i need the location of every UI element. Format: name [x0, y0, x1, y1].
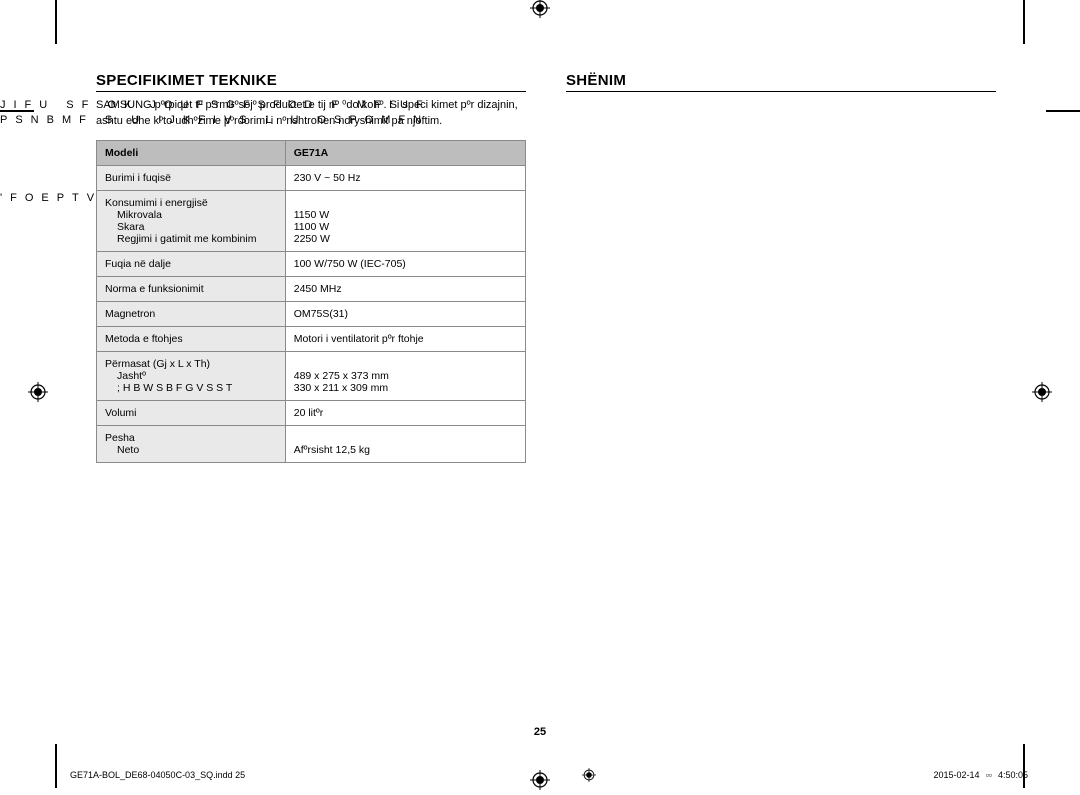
table-row: MagnetronOM75S(31) [97, 301, 526, 326]
table-row: Përmasat (Gj x L x Th)Jashtº; H B W S B … [97, 351, 526, 400]
footer-file-name: GE71A-BOL_DE68-04050C-03_SQ.indd 25 [70, 770, 245, 780]
registration-mark-icon [582, 768, 596, 782]
spec-value-cell: 20 litºr [285, 400, 525, 425]
intro-paragraph: SAMSUNG pºrpiqet tº pºrmirºsojº produkte… [96, 98, 526, 130]
registration-mark-icon [530, 0, 550, 18]
footer-time-prefix: ▫▫ [986, 770, 992, 780]
registration-mark-icon [1032, 382, 1052, 402]
table-header-value: GE71A [285, 140, 525, 165]
spec-name-cell: Magnetron [97, 301, 286, 326]
spec-name-cell: Burimi i fuqisë [97, 165, 286, 190]
table-row: Norma e funksionimit2450 MHz [97, 276, 526, 301]
spec-name-cell: Konsumimi i energjisëMikrovalaSkaraRegji… [97, 190, 286, 251]
table-row: Volumi20 litºr [97, 400, 526, 425]
spec-value-cell: OM75S(31) [285, 301, 525, 326]
crop-mark [55, 744, 57, 788]
spec-value-cell: 489 x 275 x 373 mm330 x 211 x 309 mm [285, 351, 525, 400]
spec-name-cell: PeshaNeto [97, 425, 286, 462]
section-title-left: SPECIFIKIMET TEKNIKE [96, 72, 526, 92]
right-column: SHËNIM [566, 72, 996, 463]
footer-time: 4:50:05 [998, 770, 1028, 780]
page-number: 25 [0, 726, 1080, 738]
table-row: Fuqia në dalje100 W/750 W (IEC-705) [97, 251, 526, 276]
spec-name-cell: Metoda e ftohjes [97, 326, 286, 351]
spec-name-cell: Fuqia në dalje [97, 251, 286, 276]
spec-value-cell: Afºrsisht 12,5 kg [285, 425, 525, 462]
spec-name-cell: Volumi [97, 400, 286, 425]
crop-mark [1046, 110, 1080, 112]
registration-mark-icon [28, 382, 48, 402]
table-row: PeshaNetoAfºrsisht 12,5 kg [97, 425, 526, 462]
crop-mark [1023, 0, 1025, 44]
spec-table: Modeli GE71A Burimi i fuqisë230 V ~ 50 H… [96, 140, 526, 463]
spec-value-cell: 2450 MHz [285, 276, 525, 301]
table-row: Metoda e ftohjesMotori i ventilatorit pº… [97, 326, 526, 351]
spec-value-cell: Motori i ventilatorit pºr ftohje [285, 326, 525, 351]
spec-name-cell: Norma e funksionimit [97, 276, 286, 301]
table-row: Burimi i fuqisë230 V ~ 50 Hz [97, 165, 526, 190]
spec-value-cell: 230 V ~ 50 Hz [285, 165, 525, 190]
print-footer: GE71A-BOL_DE68-04050C-03_SQ.indd 25 2015… [70, 768, 1028, 782]
spec-value-cell: 100 W/750 W (IEC-705) [285, 251, 525, 276]
spec-name-cell: Përmasat (Gj x L x Th)Jashtº; H B W S B … [97, 351, 286, 400]
spec-value-cell: 1150 W1100 W2250 W [285, 190, 525, 251]
footer-date: 2015-02-14 [934, 770, 980, 780]
table-row: Konsumimi i energjisëMikrovalaSkaraRegji… [97, 190, 526, 251]
crop-mark [55, 0, 57, 44]
section-title-right: SHËNIM [566, 72, 996, 92]
left-column: SPECIFIKIMET TEKNIKE SAMSUNG pºrpiqet tº… [96, 72, 526, 463]
page-content: SPECIFIKIMET TEKNIKE SAMSUNG pºrpiqet tº… [96, 72, 996, 463]
table-header-model: Modeli [97, 140, 286, 165]
